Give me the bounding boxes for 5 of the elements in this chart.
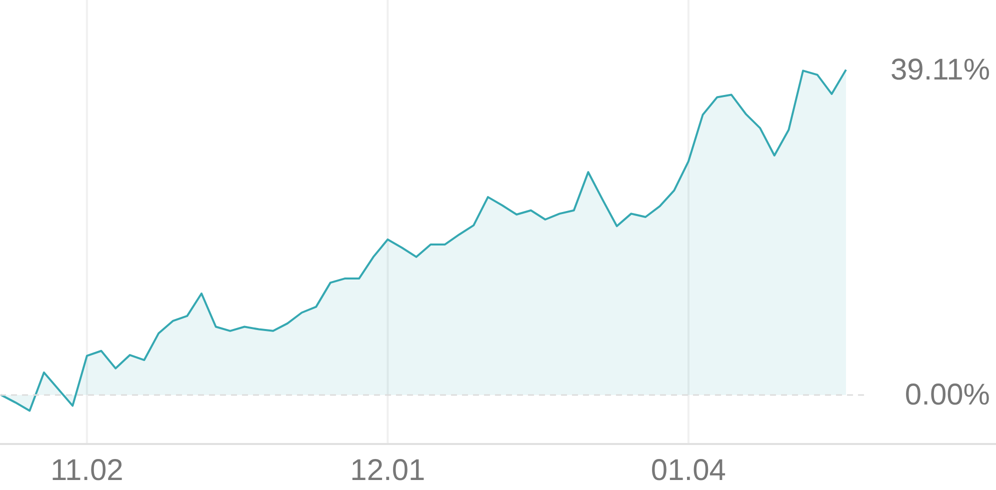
y-tick-label: 39.11% [890, 53, 990, 86]
x-tick-label: 12.01 [350, 454, 426, 487]
x-tick-label: 11.02 [50, 454, 124, 487]
y-tick-label: 0.00% [904, 378, 990, 412]
x-tick-label: 01.04 [650, 454, 726, 487]
